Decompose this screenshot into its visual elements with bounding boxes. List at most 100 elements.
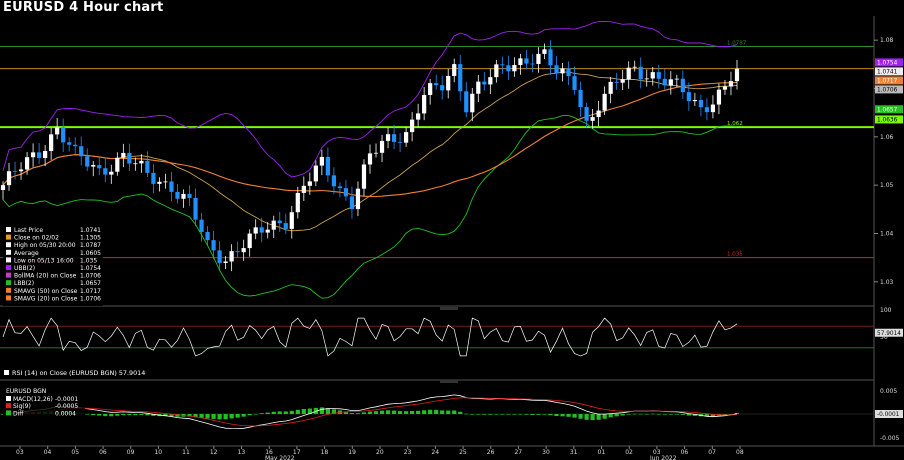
candle-body xyxy=(229,251,234,262)
macd-hist-bar xyxy=(85,414,90,415)
price-label-box xyxy=(875,76,903,85)
macd-value-box xyxy=(875,410,903,418)
candle-body xyxy=(103,168,108,175)
legend-swatch xyxy=(6,227,11,232)
price-label-box xyxy=(875,115,903,124)
macd-hist-bar xyxy=(470,414,475,415)
macd-legend-value: 0.0004 xyxy=(55,410,76,417)
x-tick-label: 20 xyxy=(376,449,384,456)
macd-line xyxy=(2,394,738,430)
macd-hist-bar xyxy=(572,414,577,418)
macd-hist-bar xyxy=(307,408,312,414)
x-tick-label: 03 xyxy=(653,449,661,456)
macd-value-text: -0.0001 xyxy=(877,412,900,418)
price-label-text: 1.0754 xyxy=(877,61,898,67)
candle-body xyxy=(109,171,114,175)
candle-body xyxy=(85,156,90,167)
candle-body xyxy=(560,68,565,74)
macd-hist-bar xyxy=(169,414,174,417)
y-tick-label: 1.04 xyxy=(880,231,894,238)
macd-hist-bar xyxy=(596,414,601,420)
candle-body xyxy=(169,181,174,192)
candle-body xyxy=(271,220,276,230)
candle-body xyxy=(373,152,379,154)
macd-hist-bar xyxy=(325,408,330,414)
macd-hist-bar xyxy=(151,414,156,416)
x-tick-label: 17 xyxy=(293,449,301,456)
candle-body xyxy=(355,188,361,210)
macd-hist-bar xyxy=(163,414,168,417)
candle-body xyxy=(361,164,367,189)
macd-hist-bar xyxy=(488,414,493,415)
x-axis: 03 04 05 06 09 10 11 12 13 16 17 18 19 20 23 24 25 26 27 30… xyxy=(16,446,744,460)
price-label-text: 1.0717 xyxy=(877,79,898,85)
price-label-box xyxy=(875,67,903,76)
candle-body xyxy=(734,68,740,82)
macd-hist-bar xyxy=(103,414,108,417)
horizontal-levels: 1.0787 1.062 1.035 xyxy=(0,40,874,259)
price-legend: Last Price 1.0741 Close on 02/02 1.1305 High… xyxy=(3,224,103,306)
macd-hist-bar xyxy=(542,414,547,415)
macd-hist-bar xyxy=(422,410,427,414)
macd-hist-bar xyxy=(548,414,553,416)
macd-hist-bar xyxy=(512,414,517,415)
candle-body xyxy=(55,127,60,135)
candle-body xyxy=(265,229,270,233)
candle-body xyxy=(151,172,156,184)
macd-hist-bar xyxy=(115,414,120,416)
level-label: 1.0787 xyxy=(727,40,747,46)
rsi-tick-label: 50 xyxy=(880,334,888,341)
candle-body xyxy=(428,83,433,95)
candle-body xyxy=(482,81,487,85)
macd-hist-bar xyxy=(668,414,673,415)
macd-hist-bar xyxy=(656,413,661,415)
legend-label: SMAVG (50) on Close xyxy=(14,288,78,295)
candle-body xyxy=(6,171,12,186)
macd-tick-label: 0.005 xyxy=(880,388,897,395)
candle-body xyxy=(127,152,132,164)
candle-body xyxy=(397,141,403,143)
legend-value: 1.1305 xyxy=(80,235,101,242)
candle-body xyxy=(30,152,36,158)
macd-legend-swatch xyxy=(6,410,11,416)
candle-body xyxy=(91,165,96,167)
x-tick-label: 10 xyxy=(154,449,162,456)
x-tick-label: 06 xyxy=(99,449,107,456)
macd-legend-swatch xyxy=(6,396,11,401)
y-tick-label: 1.08 xyxy=(880,37,894,44)
macd-hist-bar xyxy=(590,414,595,421)
macd-hist-bar xyxy=(728,414,734,415)
candle-body xyxy=(572,76,577,90)
candle-body xyxy=(343,188,349,197)
macd-legend-label: Sig(9) xyxy=(13,403,31,410)
candle-body xyxy=(554,65,559,74)
candle-body xyxy=(506,65,511,72)
macd-hist-bar xyxy=(277,411,282,414)
x-tick-label: 18 xyxy=(321,449,329,456)
x-group-label: May 2022 xyxy=(265,455,295,460)
macd-hist-bar xyxy=(494,414,499,415)
x-tick-label: 27 xyxy=(514,449,522,456)
macd-hist-bar xyxy=(361,412,367,414)
candle-body xyxy=(452,64,457,76)
candle-body xyxy=(379,140,385,153)
candle-body xyxy=(716,89,722,105)
candle-body xyxy=(61,127,66,143)
macd-hist-bar xyxy=(482,414,487,415)
candle-body xyxy=(367,153,373,165)
candle-body xyxy=(205,231,210,241)
candle-body xyxy=(139,160,144,164)
candle-body xyxy=(181,193,186,199)
macd-hist-bar xyxy=(734,413,740,414)
candle-body xyxy=(18,169,24,172)
macd-hist-bar xyxy=(710,414,716,417)
macd-hist-bar xyxy=(289,410,294,414)
candle-body xyxy=(24,157,30,170)
candle-body xyxy=(698,100,703,108)
legend-label: LBB(2) xyxy=(14,280,34,287)
candle-body xyxy=(121,152,126,158)
macd-hist-bar xyxy=(722,414,728,415)
price-label-box xyxy=(875,85,903,94)
macd-hist-bar xyxy=(301,409,306,414)
